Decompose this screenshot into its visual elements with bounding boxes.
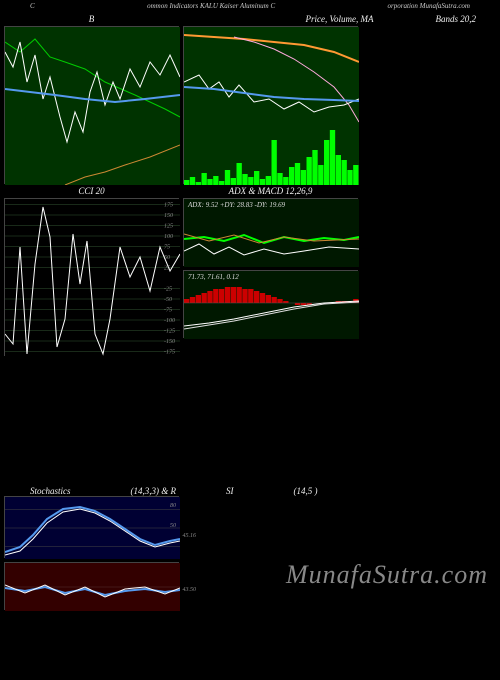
svg-text:-100: -100 [164, 318, 175, 324]
svg-text:125: 125 [164, 224, 173, 230]
chart-title: ADX & MACD 12,26,9 [183, 184, 358, 198]
svg-text:175: 175 [164, 203, 173, 209]
header-center: ommon Indicators KALU Kaiser Aluminum C [147, 2, 275, 10]
rsi-value: 43.50 [183, 587, 197, 593]
macd-values: 71.73, 71.61, 0.12 [188, 273, 239, 281]
svg-text:75: 75 [164, 245, 170, 251]
svg-text:150: 150 [164, 213, 173, 219]
svg-text:-125: -125 [164, 329, 175, 335]
header-left: C [30, 2, 35, 10]
rsi-params: (14,5 ) [294, 486, 318, 496]
cci-chart: CCI 20 175150125100755025-25-50-75-100-1… [4, 184, 179, 356]
svg-text:-175: -175 [164, 350, 175, 356]
svg-text:-50: -50 [164, 297, 172, 303]
rsi-title: SI [226, 486, 234, 496]
svg-text:100: 100 [164, 234, 173, 240]
axis-label: 50 [170, 523, 176, 529]
watermark: MunafaSutra.com [286, 560, 488, 590]
svg-text:-150: -150 [164, 339, 175, 345]
price-chart-right: Price, Volume, MA Bands 20,2 [183, 12, 496, 184]
stoch-params: (14,3,3) & R [131, 486, 177, 496]
chart-title: B [4, 12, 179, 26]
header-right: orporation MunafaSutra.com [388, 2, 470, 10]
adx-values: ADX: 9.52 +DY: 28.83 -DY: 19.69 [188, 201, 285, 209]
stoch-title: Stochastics [30, 486, 71, 496]
stoch-value: 45.16 [183, 533, 197, 539]
stochastics-chart: 80 50 45.16 43.50 [4, 496, 179, 610]
axis-label: 80 [170, 503, 176, 509]
adx-macd-chart: ADX & MACD 12,26,9 ADX: 9.52 +DY: 28.83 … [183, 184, 358, 356]
svg-text:-25: -25 [164, 287, 172, 293]
chart-title: CCI 20 [4, 184, 179, 198]
bands-label: Bands 20,2 [436, 14, 477, 24]
price-chart-left: B [4, 12, 179, 184]
svg-text:-75: -75 [164, 308, 172, 314]
